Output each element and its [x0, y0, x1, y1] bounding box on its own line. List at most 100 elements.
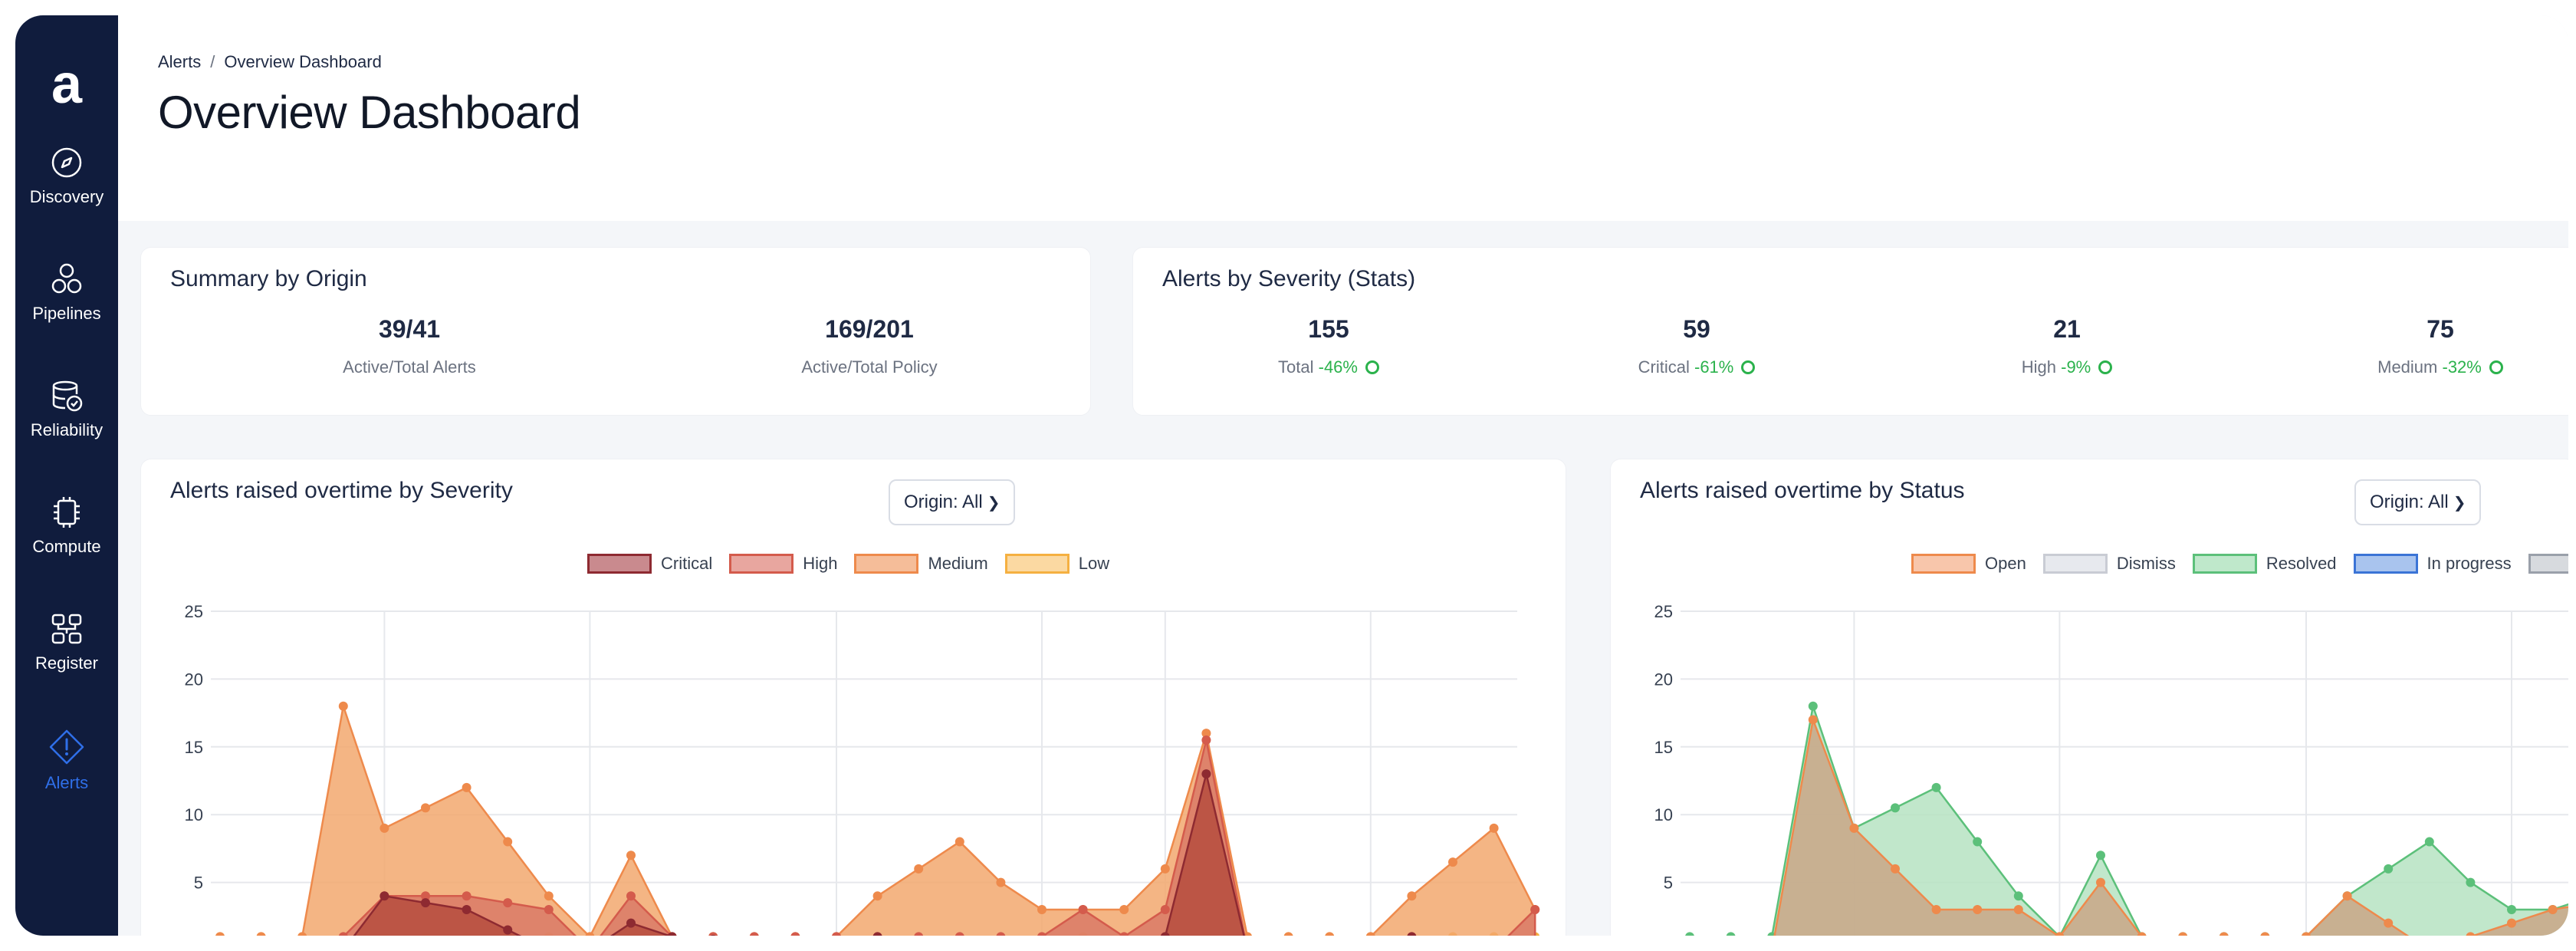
high-alerts-stat: 21 High -9%: [1971, 315, 2163, 377]
stat-value: 75: [2426, 315, 2454, 343]
stat-value: 59: [1683, 315, 1710, 343]
data-point-resolved: [2384, 864, 2394, 874]
data-point-open: [2055, 932, 2065, 936]
data-point-resolved: [2507, 904, 2516, 914]
stat-label: Total -46%: [1233, 357, 1424, 377]
series-area-resolved: [1771, 705, 2568, 936]
data-point-critical: [1201, 769, 1211, 779]
severity-stats-card: Alerts by Severity (Stats) 155 Total -46…: [1132, 247, 2568, 416]
y-tick-label: 15: [1654, 738, 1673, 757]
data-point-medium: [996, 877, 1006, 887]
data-point-resolved: [1931, 782, 1941, 792]
database-check-icon: [15, 379, 118, 413]
legend-item-open[interactable]: Open: [1911, 554, 2026, 574]
data-point-critical: [421, 898, 430, 908]
y-tick-label: 5: [194, 874, 203, 893]
y-tick-label: 15: [185, 738, 203, 757]
data-point-medium: [914, 864, 924, 874]
data-point-high: [832, 932, 841, 936]
data-point-resolved: [2466, 877, 2476, 887]
sidebar-item-alerts[interactable]: Alerts: [15, 729, 118, 828]
stat-value: 155: [1308, 315, 1349, 343]
breadcrumb-root-link[interactable]: Alerts: [158, 52, 202, 71]
card-title: Summary by Origin: [170, 266, 367, 291]
data-point-high: [338, 932, 348, 936]
sidebar-item-compute[interactable]: Compute: [15, 495, 118, 595]
y-tick-label: 5: [1664, 874, 1673, 893]
data-point-critical: [626, 918, 636, 928]
data-point-resolved: [2013, 891, 2023, 901]
data-point-open: [2302, 932, 2311, 936]
data-point-open: [2137, 932, 2147, 936]
sidebar-item-pipelines[interactable]: Pipelines: [15, 262, 118, 362]
y-tick-label: 10: [1654, 805, 1673, 824]
sidebar-item-discovery[interactable]: Discovery: [15, 146, 118, 245]
data-point-open: [1973, 904, 1983, 914]
data-point-medium: [215, 932, 225, 936]
data-point-medium: [297, 932, 307, 936]
total-alerts-stat: 155 Total -46%: [1233, 315, 1424, 377]
app-frame: a Discovery Pipelines Reliability Comput…: [15, 15, 2568, 936]
data-point-critical: [872, 932, 882, 936]
data-point-open: [2178, 932, 2188, 936]
legend-item-other[interactable]: [2528, 554, 2568, 574]
sidebar-item-label: Alerts: [44, 773, 89, 792]
data-point-critical: [1407, 932, 1417, 936]
y-tick-label: 10: [185, 805, 203, 824]
data-point-medium: [1119, 904, 1129, 914]
data-point-high: [1078, 904, 1088, 914]
chart-title: Alerts raised overtime by Severity: [170, 478, 513, 503]
sidebar-item-label: Register: [35, 653, 98, 673]
data-point-medium: [1283, 932, 1293, 936]
stat-label: Active/Total Alerts: [343, 357, 476, 377]
origin-filter-dropdown[interactable]: Origin: All ❯: [889, 479, 1016, 525]
page-header: Alerts / Overview Dashboard Overview Dashb…: [118, 15, 2568, 221]
data-point-high: [1530, 904, 1540, 914]
data-point-medium: [338, 701, 348, 711]
app-logo[interactable]: a: [51, 54, 83, 115]
page-title: Overview Dashboard: [158, 87, 581, 138]
data-point-open: [2507, 918, 2516, 928]
origin-filter-dropdown[interactable]: Origin: All ❯: [2354, 479, 2482, 525]
legend-item-critical[interactable]: Critical: [587, 554, 712, 574]
data-point-open: [2219, 932, 2229, 936]
sidebar-item-reliability[interactable]: Reliability: [15, 379, 118, 479]
card-title: Alerts by Severity (Stats): [1162, 266, 1416, 291]
legend-item-low[interactable]: Low: [1004, 554, 1109, 574]
legend-item-in-progress[interactable]: In progress: [2353, 554, 2512, 574]
origin-filter-label: Origin: All: [2370, 492, 2449, 512]
data-point-open: [2013, 904, 2023, 914]
data-point-high: [1037, 932, 1046, 936]
chart-legend: Critical High Medium Low: [587, 553, 1126, 574]
data-point-medium: [1489, 823, 1499, 833]
data-point-resolved: [2096, 851, 2105, 861]
data-point-medium: [1407, 891, 1417, 901]
arrow-up-circle-icon: [1365, 360, 1379, 374]
data-point-high: [1201, 735, 1211, 745]
data-point-open: [2342, 891, 2352, 901]
pipelines-icon: [15, 262, 118, 296]
sidebar-item-label: Pipelines: [32, 304, 101, 323]
legend-item-resolved[interactable]: Resolved: [2192, 554, 2337, 574]
data-point-medium: [503, 837, 513, 847]
data-point-medium: [626, 851, 636, 861]
legend-item-medium[interactable]: Medium: [854, 554, 988, 574]
data-point-medium: [1201, 729, 1211, 739]
data-point-open: [2466, 932, 2476, 936]
stat-label: Medium -32%: [2344, 357, 2536, 377]
data-point-medium: [1448, 857, 1457, 867]
data-point-resolved: [2424, 837, 2434, 847]
chart-legend: Open Dismiss Resolved In progress: [1911, 553, 2568, 574]
legend-item-dismiss[interactable]: Dismiss: [2042, 554, 2176, 574]
legend-item-high[interactable]: High: [729, 554, 837, 574]
status-chart-card: Alerts raised overtime by Status Origin:…: [1610, 459, 2568, 936]
sidebar-item-label: Compute: [32, 537, 101, 556]
data-point-critical: [710, 934, 716, 936]
data-point-high: [503, 898, 513, 908]
origin-filter-label: Origin: All: [904, 492, 983, 512]
sidebar-item-register[interactable]: Register: [15, 612, 118, 712]
data-point-medium: [955, 837, 964, 847]
chevron-down-icon: ❯: [987, 495, 1001, 512]
data-point-resolved: [1891, 803, 1900, 813]
